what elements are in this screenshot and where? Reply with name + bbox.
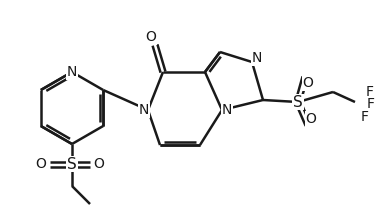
Text: F: F bbox=[367, 97, 375, 111]
Text: O: O bbox=[303, 76, 313, 90]
Text: F: F bbox=[366, 85, 374, 99]
Text: S: S bbox=[293, 95, 303, 110]
Text: N: N bbox=[222, 103, 232, 117]
Text: N: N bbox=[139, 103, 149, 117]
Text: O: O bbox=[93, 157, 105, 171]
Text: N: N bbox=[252, 51, 262, 65]
Text: O: O bbox=[306, 112, 317, 126]
Text: N: N bbox=[67, 65, 77, 79]
Text: O: O bbox=[36, 157, 46, 171]
Text: S: S bbox=[67, 156, 77, 172]
Text: O: O bbox=[146, 30, 156, 44]
Text: F: F bbox=[361, 110, 369, 124]
